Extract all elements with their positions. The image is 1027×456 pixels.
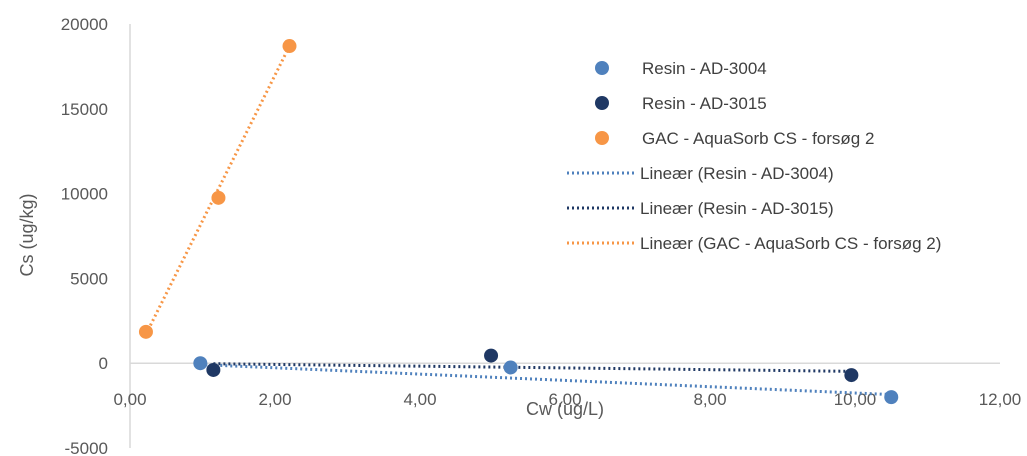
data-point	[282, 39, 297, 54]
y-tick-label: 5000	[70, 269, 108, 288]
x-tick-label: 2,00	[258, 390, 291, 409]
trendline	[213, 362, 852, 373]
y-tick-label: -5000	[65, 439, 108, 456]
legend-item: Resin - AD-3004	[595, 59, 767, 78]
legend-item: Resin - AD-3015	[595, 94, 767, 113]
data-point	[844, 368, 859, 383]
legend-item: Lineær (GAC - AquaSorb CS - forsøg 2)	[567, 234, 941, 253]
data-point	[484, 348, 499, 363]
legend-marker	[595, 61, 609, 75]
data-point	[206, 362, 221, 377]
y-tick-label: 0	[99, 354, 108, 373]
x-tick-label: 6,00	[548, 390, 581, 409]
data-point	[503, 360, 518, 375]
y-tick-label: 10000	[61, 185, 108, 204]
trendline	[200, 363, 892, 397]
legend-label: Resin - AD-3004	[642, 59, 767, 78]
x-tick-label: 4,00	[403, 390, 436, 409]
y-axis-title: Cs (ug/kg)	[17, 193, 37, 276]
trendline	[144, 45, 291, 336]
data-point	[193, 356, 208, 371]
data-points	[138, 39, 899, 405]
x-axis-title: Cw (ug/L)	[526, 399, 604, 419]
legend-label: Lineær (GAC - AquaSorb CS - forsøg 2)	[640, 234, 941, 253]
y-tick-label: 20000	[61, 15, 108, 34]
trendlines	[144, 45, 892, 397]
legend-label: Lineær (Resin - AD-3004)	[640, 164, 834, 183]
legend-marker	[595, 131, 609, 145]
x-tick-label: 0,00	[113, 390, 146, 409]
legend-label: Lineær (Resin - AD-3015)	[640, 199, 834, 218]
y-tick-label: 15000	[61, 100, 108, 119]
data-point	[884, 390, 899, 405]
legend-label: GAC - AquaSorb CS - forsøg 2	[642, 129, 874, 148]
data-point	[211, 190, 226, 205]
data-point	[138, 324, 153, 339]
legend-label: Resin - AD-3015	[642, 94, 767, 113]
legend-item: GAC - AquaSorb CS - forsøg 2	[595, 129, 874, 148]
x-tick-label: 8,00	[693, 390, 726, 409]
legend-item: Lineær (Resin - AD-3004)	[567, 164, 834, 183]
legend-marker	[595, 96, 609, 110]
legend-item: Lineær (Resin - AD-3015)	[567, 199, 834, 218]
legend: Resin - AD-3004 Resin - AD-3015 GAC - Aqua…	[567, 59, 941, 253]
x-tick-label: 12,00	[979, 390, 1022, 409]
